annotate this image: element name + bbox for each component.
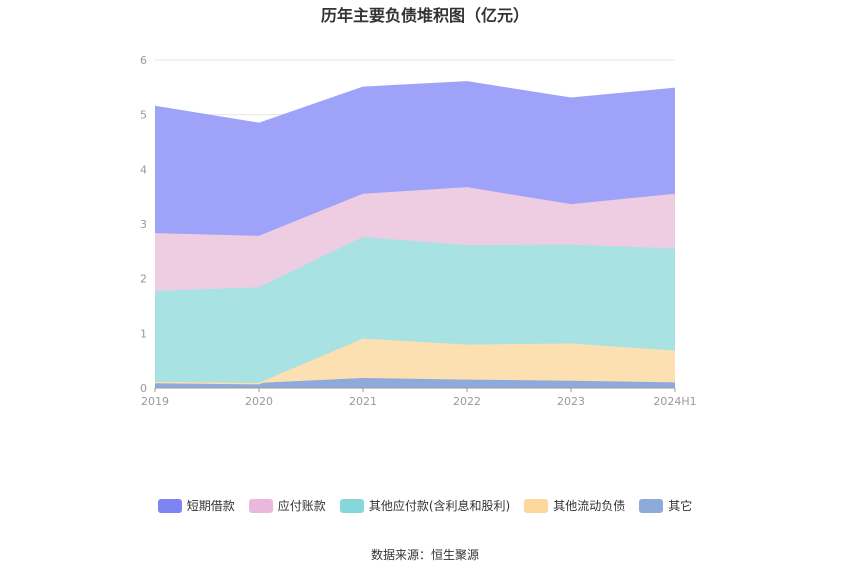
area-2 — [155, 237, 675, 384]
legend-item-others[interactable]: 其它 — [639, 497, 692, 514]
legend-item-accounts-payable[interactable]: 应付账款 — [248, 497, 326, 514]
legend-swatch — [248, 498, 273, 513]
legend-item-other-current-liabilities[interactable]: 其他流动负债 — [524, 497, 625, 514]
legend-swatch — [524, 498, 549, 513]
legend-item-short-term-loans[interactable]: 短期借款 — [157, 497, 235, 514]
data-source: 数据来源：恒生聚源 — [370, 548, 479, 562]
series-line-4 — [154, 81, 676, 125]
area-3 — [155, 187, 675, 292]
legend-label: 其他应付款(含利息和股利) — [368, 499, 511, 513]
legend-swatch — [339, 498, 364, 513]
x-tick-label: 2020 — [245, 395, 273, 408]
chart-title: 历年主要负债堆积图（亿元） — [320, 6, 529, 25]
legend-label: 其它 — [668, 499, 693, 513]
legend-item-other-payables[interactable]: 其他应付款(含利息和股利) — [339, 497, 511, 514]
legend-label: 短期借款 — [186, 499, 235, 513]
y-tick-label: 2 — [140, 273, 147, 286]
legend: 短期借款 应付账款 其他应付款(含利息和股利) 其他流动负债 其它 — [0, 497, 850, 514]
y-tick-label: 6 — [140, 54, 147, 67]
y-tick-label: 5 — [140, 109, 147, 122]
series-lines — [154, 81, 676, 385]
legend-swatch — [639, 498, 664, 513]
series-line-2 — [154, 236, 676, 293]
series-line-3 — [154, 187, 676, 238]
x-tick-label: 2024H1 — [653, 395, 696, 408]
y-axis-ticks: 0 1 2 3 4 5 6 — [140, 54, 147, 395]
x-tick-label: 2021 — [349, 395, 377, 408]
area-4 — [155, 81, 675, 237]
area-0 — [155, 378, 675, 388]
x-tick-label: 2019 — [141, 395, 169, 408]
y-tick-label: 1 — [140, 327, 147, 340]
x-tick-label: 2022 — [453, 395, 481, 408]
legend-swatch — [157, 498, 182, 513]
x-tick-label: 2023 — [557, 395, 585, 408]
area-series — [155, 81, 675, 388]
legend-label: 应付账款 — [277, 499, 326, 513]
area-1 — [155, 339, 675, 384]
legend-label: 其他流动负债 — [553, 499, 626, 513]
y-tick-label: 0 — [140, 382, 147, 395]
x-axis-ticks: 2019 2020 2021 2022 2023 2024H1 — [141, 388, 697, 408]
y-tick-label: 3 — [140, 218, 147, 231]
y-tick-label: 4 — [140, 163, 147, 176]
series-line-1 — [154, 338, 676, 385]
